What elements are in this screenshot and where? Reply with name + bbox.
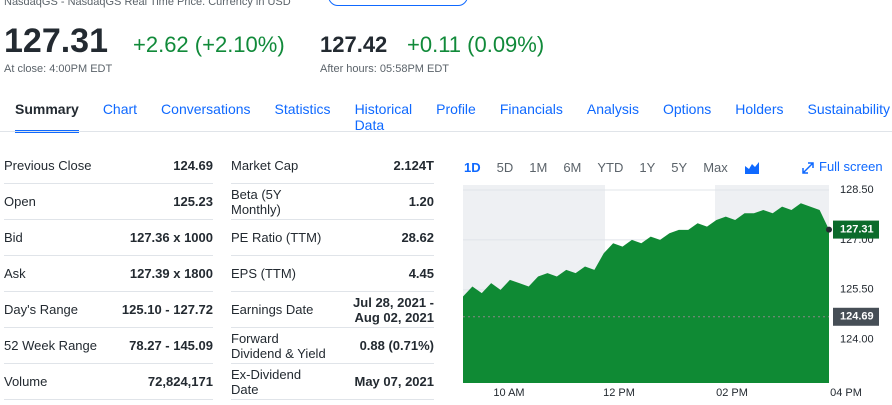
left-table: Previous Close 124.69 Open 125.23 Bid 127.36 … [4, 148, 213, 400]
label: Earnings Date [231, 291, 331, 328]
x-tick-label: 04 PM [830, 387, 862, 399]
range-button[interactable]: 1D [464, 160, 481, 175]
row: EPS (TTM) 4.45 [231, 255, 434, 292]
range-button[interactable]: 6M [563, 160, 582, 175]
y-tick-label: 128.50 [840, 184, 874, 196]
value: 72,824,171 [99, 363, 213, 400]
value: 0.88 (0.71%) [331, 327, 434, 364]
value: 127.36 x 1000 [99, 219, 213, 256]
close-note: At close: 4:00PM EDT [4, 63, 113, 75]
tab[interactable]: Options [663, 101, 712, 117]
label: 52 Week Range [4, 327, 99, 364]
label: Open [4, 183, 99, 220]
value: May 07, 2021 [331, 363, 434, 400]
right-table: Market Cap 2.124T Beta (5Y Monthly) 1.20 PE … [231, 148, 434, 400]
label: Day's Range [4, 291, 99, 328]
tab[interactable]: Sustainability [807, 101, 891, 117]
label: EPS (TTM) [231, 255, 331, 292]
divider [0, 131, 892, 132]
value: 125.10 - 127.72 [99, 291, 213, 328]
label: Ask [4, 255, 99, 292]
range-button[interactable]: YTD [597, 160, 624, 175]
row: Bid 127.36 x 1000 [4, 219, 213, 256]
row: Open 125.23 [4, 183, 213, 220]
last-price-box [833, 220, 879, 239]
range-button[interactable]: 5Y [671, 160, 688, 175]
row: Forward Dividend & Yield 0.88 (0.71%) [231, 327, 434, 364]
label: Beta (5Y Monthly) [231, 183, 331, 220]
tabs: Summary Chart Conversations Statistics Histo… [15, 101, 892, 133]
after-price: 127.42 [320, 32, 388, 57]
tab[interactable]: Chart [102, 101, 138, 117]
tab[interactable]: Financials [499, 101, 563, 117]
row: Previous Close 124.69 [4, 148, 213, 184]
last-price-label: 127.31 [840, 223, 874, 235]
range-button[interactable]: 5D [496, 160, 514, 175]
row: Ex-Dividend Date May 07, 2021 [231, 363, 434, 400]
row: Earnings Date Jul 28, 2021 - Aug 02, 2021 [231, 291, 434, 328]
last-price-dot [826, 226, 832, 233]
row: 52 Week Range 78.27 - 145.09 [4, 327, 213, 364]
exchange-note: NasdaqGS - NasdaqGS Real Time Price. Cur… [4, 0, 291, 8]
label: Ex-Dividend Date [231, 363, 331, 400]
row: Market Cap 2.124T [231, 148, 434, 184]
tab[interactable]: Conversations [161, 101, 251, 117]
label: Volume [4, 363, 99, 400]
value: 125.23 [99, 183, 213, 220]
value: 124.69 [99, 148, 213, 184]
row: Beta (5Y Monthly) 1.20 [231, 183, 434, 220]
value: 78.27 - 145.09 [99, 327, 213, 364]
row: Volume 72,824,171 [4, 363, 213, 400]
price-area [463, 203, 829, 383]
label: Previous Close [4, 148, 99, 184]
range-button[interactable]: 1Y [639, 160, 656, 175]
row: PE Ratio (TTM) 28.62 [231, 219, 434, 256]
value: 4.45 [331, 255, 434, 292]
range-button[interactable]: Max [703, 160, 728, 175]
value: 28.62 [331, 219, 434, 256]
prev-close-box [833, 307, 879, 326]
label: Market Cap [231, 148, 331, 184]
full-screen[interactable]: Full screen [819, 159, 883, 174]
value: Jul 28, 2021 - Aug 02, 2021 [331, 291, 434, 328]
range-button[interactable]: 1M [529, 160, 548, 175]
chart-type-icon[interactable] [745, 162, 759, 174]
range-selector: 1D 5D 1M 6M YTD 1Y 5Y Max [464, 160, 744, 175]
label: Forward Dividend & Yield [231, 327, 331, 364]
fullscreen-icon[interactable] [802, 162, 814, 174]
price: 127.31 [4, 22, 108, 60]
value: 2.124T [331, 148, 434, 184]
y-tick-label: 125.50 [840, 284, 874, 296]
tab[interactable]: Historical Data [354, 101, 413, 133]
y-tick-label: 124.00 [840, 334, 874, 346]
value: 1.20 [331, 183, 434, 220]
prev-close-label: 124.69 [840, 311, 874, 323]
label: PE Ratio (TTM) [231, 219, 331, 256]
tab[interactable]: Holders [735, 101, 784, 117]
label: Bid [4, 219, 99, 256]
after-change: +0.11 (0.09%) [407, 32, 545, 57]
tab[interactable]: Statistics [274, 101, 331, 117]
tab[interactable]: Analysis [586, 101, 639, 117]
value: 127.39 x 1800 [99, 255, 213, 292]
after-note: After hours: 05:58PM EDT [320, 63, 449, 75]
tab[interactable]: Profile [436, 101, 476, 117]
x-tick-label: 10 AM [493, 387, 524, 399]
row: Ask 127.39 x 1800 [4, 255, 213, 292]
change: +2.62 (+2.10%) [133, 32, 285, 57]
x-tick-label: 02 PM [716, 387, 748, 399]
row: Day's Range 125.10 - 127.72 [4, 291, 213, 328]
x-tick-label: 12 PM [603, 387, 635, 399]
